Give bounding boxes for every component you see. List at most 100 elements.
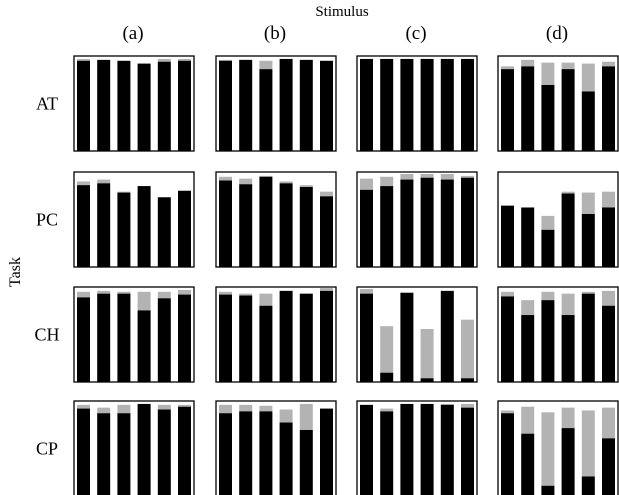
bar-gray (461, 319, 474, 379)
column-title: (d) (546, 23, 568, 44)
bar-black (380, 411, 394, 495)
bar-black (581, 476, 595, 495)
bar-black (279, 422, 293, 495)
bar-black (461, 378, 474, 382)
bar-gray (157, 58, 171, 62)
bar-black (219, 413, 232, 495)
bar-gray (581, 192, 595, 214)
panel (215, 400, 337, 495)
panel-frame (73, 286, 195, 383)
bar-black (420, 403, 434, 495)
bar-gray (521, 59, 535, 67)
bar-gray (239, 178, 253, 185)
bar-black (77, 60, 90, 151)
bar-gray (501, 66, 514, 70)
bar-black (400, 292, 414, 382)
bar-gray (561, 62, 575, 70)
bar-black (602, 438, 615, 495)
bar-gray (461, 403, 474, 408)
bar-black (380, 372, 394, 382)
bar-black (299, 187, 313, 267)
bar-gray (279, 181, 293, 184)
bar-gray (279, 409, 293, 423)
bar-black (320, 60, 333, 151)
bar-black (561, 69, 575, 151)
bar-gray (259, 60, 273, 70)
bar-gray (77, 404, 90, 409)
bar-gray (299, 185, 313, 188)
row-title: PC (36, 210, 58, 230)
bar-black (440, 179, 454, 267)
bar-black (299, 429, 313, 495)
bar-black (420, 378, 434, 382)
bar-gray (77, 181, 90, 186)
bar-black (602, 305, 615, 382)
bar-gray (602, 290, 615, 306)
bar-black (501, 296, 514, 382)
panel-frame (497, 286, 619, 383)
bar-black (259, 411, 273, 495)
bar-black (117, 192, 131, 267)
row-title: AT (36, 94, 58, 114)
panel-frame (356, 400, 478, 495)
bar-gray (137, 291, 151, 311)
bar-black (400, 58, 414, 151)
bar-black (501, 205, 514, 267)
bar-black (219, 180, 232, 267)
bar-gray (157, 404, 171, 410)
bar-black (157, 298, 171, 382)
bar-black (461, 407, 474, 495)
bar-gray (77, 291, 90, 298)
panel (73, 171, 195, 268)
bar-black (461, 177, 474, 267)
bar-black (581, 91, 595, 151)
bar-black (561, 315, 575, 382)
bar-black (299, 59, 313, 151)
panel-frame (215, 55, 337, 152)
panel-frame (215, 400, 337, 495)
bar-gray (602, 407, 615, 439)
column-titles: (a) (b) (c) (d) (122, 23, 568, 44)
bar-gray (239, 404, 253, 412)
bar-black (137, 310, 151, 382)
bar-black (97, 293, 111, 382)
bar-gray (178, 404, 191, 407)
bar-gray (259, 293, 273, 306)
bar-gray (77, 58, 90, 61)
bar-black (279, 290, 293, 382)
bar-black (239, 184, 253, 267)
bar-black (117, 293, 131, 382)
bar-black (360, 293, 373, 382)
bar-black (521, 315, 535, 382)
bar-gray (561, 407, 575, 429)
bar-black (178, 60, 191, 151)
bar-black (541, 485, 555, 495)
bar-black (239, 295, 253, 382)
bar-gray (97, 407, 111, 414)
panel-frame (73, 400, 195, 495)
bar-black (541, 84, 555, 151)
panel-frame (497, 400, 619, 495)
bar-black (137, 186, 151, 267)
row-axis-title: Task (7, 257, 24, 287)
panel (497, 171, 619, 268)
row-title: CP (36, 439, 58, 459)
bar-black (219, 60, 232, 151)
panel-frame (73, 55, 195, 152)
column-title: (a) (122, 23, 143, 44)
bar-gray (541, 412, 555, 486)
bar-gray (178, 289, 191, 295)
bar-gray (420, 174, 434, 178)
bar-black (117, 413, 131, 495)
bar-black (320, 196, 333, 267)
bar-gray (602, 191, 615, 208)
bar-black (97, 413, 111, 495)
bar-black (602, 207, 615, 267)
column-title: (c) (405, 23, 426, 44)
bar-gray (239, 293, 253, 296)
bar-black (521, 433, 535, 495)
panel-frame (73, 171, 195, 268)
bar-gray (521, 406, 535, 434)
bar-black (137, 403, 151, 495)
